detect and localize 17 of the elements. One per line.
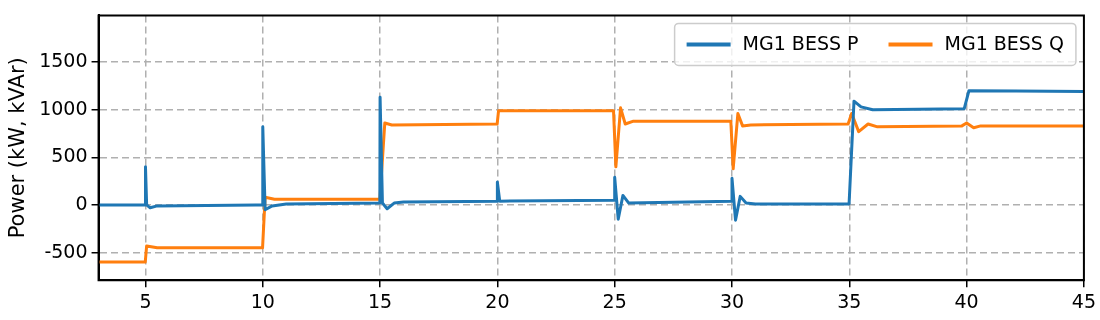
x-tick-label: 10 [250, 289, 275, 312]
x-tick-label: 35 [837, 289, 862, 312]
x-tick-label: 20 [485, 289, 510, 312]
y-tick-label: 0 [75, 191, 88, 214]
x-tick-label: 15 [367, 289, 393, 312]
y-tick-label: 1000 [39, 96, 88, 119]
x-tick-label: 25 [602, 289, 627, 312]
y-tick-label: -500 [44, 239, 88, 262]
y-axis-title: Power (kW, kVAr) [5, 57, 30, 239]
x-tick-label: 40 [954, 289, 979, 312]
legend-label: MG1 BESS Q [944, 32, 1064, 55]
y-tick-label: 500 [51, 144, 88, 167]
x-tick-label: 30 [719, 289, 745, 312]
y-tick-label: 1500 [39, 49, 88, 72]
x-tick-label: 5 [139, 289, 152, 312]
legend-label: MG1 BESS P [742, 32, 859, 55]
x-tick-label: 45 [1071, 289, 1097, 312]
